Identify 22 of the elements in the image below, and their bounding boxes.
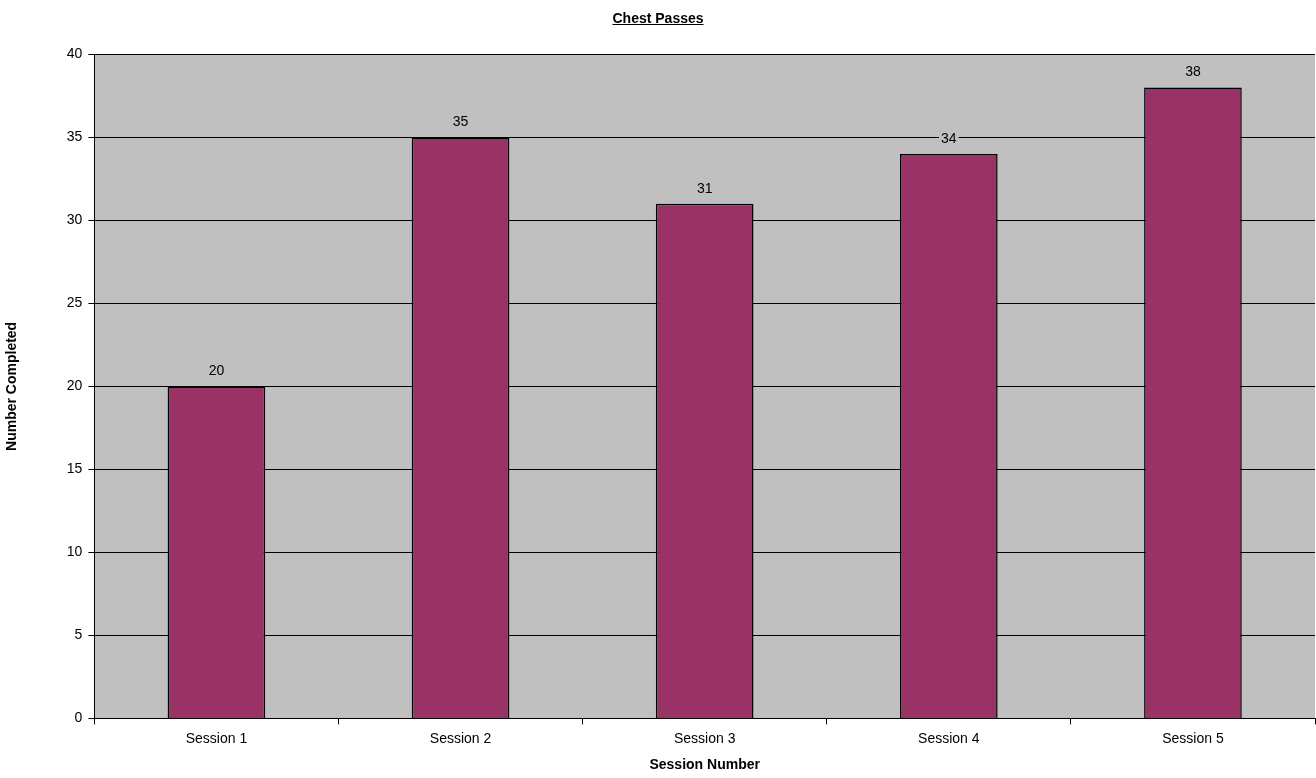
y-tick-label: 0: [74, 709, 83, 726]
y-tick-label: 35: [66, 128, 83, 145]
y-tick-label: 40: [66, 45, 83, 62]
y-tick-label: 20: [66, 377, 83, 394]
y-tick-label: 30: [66, 211, 83, 228]
y-tick-label: 25: [66, 294, 83, 311]
y-axis-title: Number Completed: [3, 321, 20, 451]
x-tick-label: Session 5: [1162, 729, 1224, 746]
data-label: 31: [696, 179, 713, 196]
data-label: 34: [941, 129, 957, 146]
data-label: 38: [1185, 63, 1201, 80]
x-tick-label: Session 1: [185, 729, 248, 746]
x-tick-label: Session 3: [673, 729, 736, 746]
y-tick-label: 5: [74, 626, 83, 643]
y-tick-label: 10: [66, 543, 83, 560]
x-tick-label: Session 2: [429, 729, 492, 746]
chart-title: Chest Passes: [611, 10, 705, 26]
data-label: 20: [208, 362, 225, 379]
data-label: 35: [452, 113, 469, 130]
x-axis-title: Session Number: [649, 756, 761, 773]
x-tick-label: Session 4: [918, 729, 980, 746]
y-tick-label: 15: [66, 460, 83, 477]
